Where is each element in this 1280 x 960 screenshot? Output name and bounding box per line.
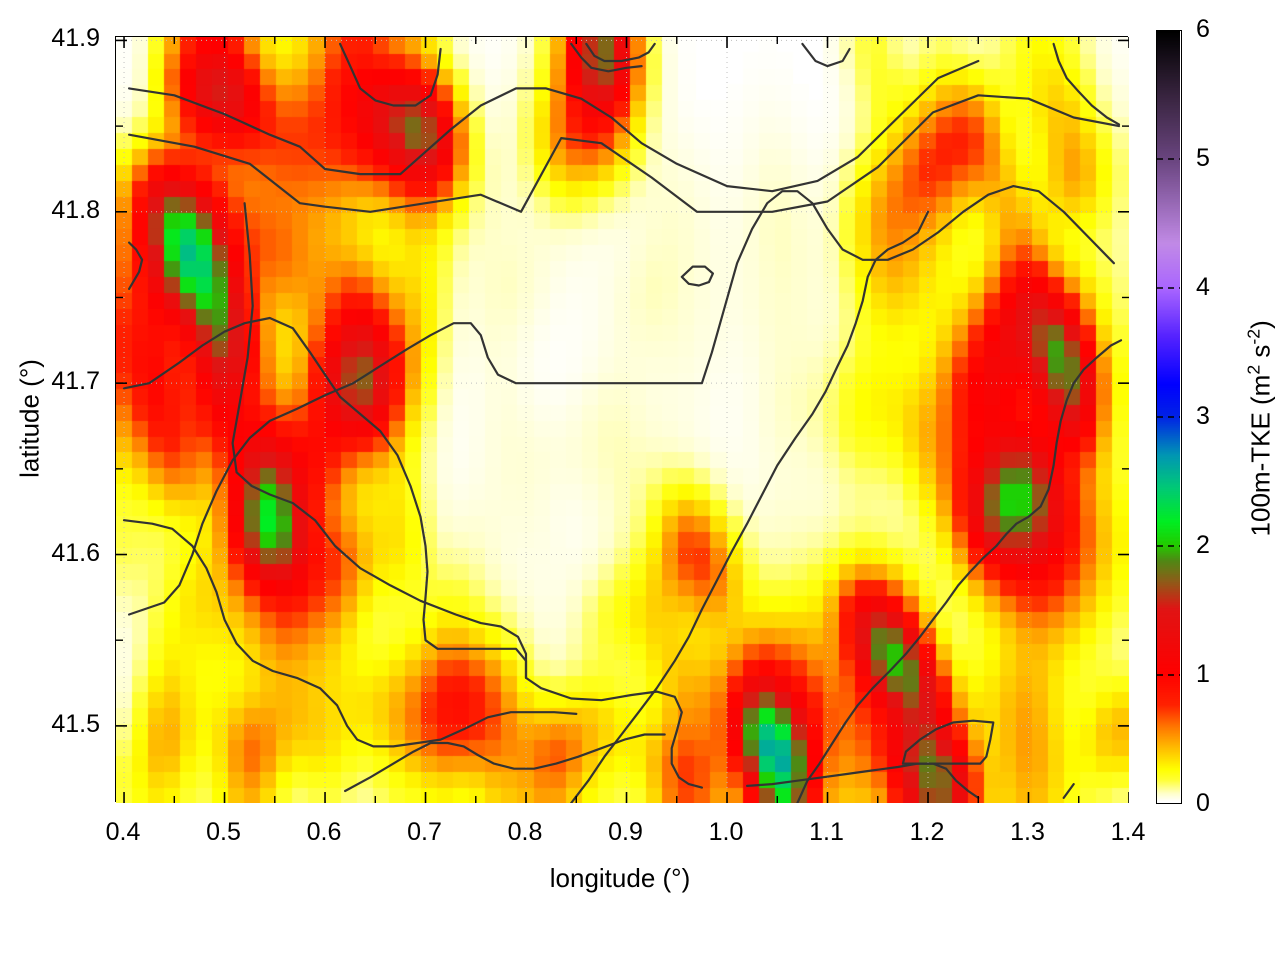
colorbar-units-close: ) <box>1245 320 1276 329</box>
x-tick-label: 0.5 <box>206 818 241 846</box>
x-tick-label: 0.7 <box>407 818 442 846</box>
x-tick-label: 0.6 <box>306 818 342 846</box>
colorbar-units-open: (m <box>1245 374 1276 413</box>
contour-line <box>801 42 851 68</box>
contour-line <box>128 241 144 290</box>
contour-lines-layer <box>122 42 1123 803</box>
contour-line <box>1052 42 1121 126</box>
contour-line <box>901 719 995 765</box>
y-tick-label: 41.7 <box>51 367 100 396</box>
contour-line <box>344 733 666 793</box>
contour-line <box>339 42 442 107</box>
x-tick-label: 1.2 <box>909 818 945 846</box>
colorbar-title: 100m-TKE (m2 s-2) <box>1244 258 1277 598</box>
contour-line <box>745 762 980 800</box>
colorbar-tick-label: 6 <box>1196 15 1210 43</box>
colorbar-tick-label: 0 <box>1196 789 1210 817</box>
contour-line <box>1062 782 1075 800</box>
x-tick-label: 1.3 <box>1010 818 1045 846</box>
colorbar-units-exp2: -2 <box>1243 328 1264 345</box>
contour-line <box>680 265 715 287</box>
colorbar-tick-label: 4 <box>1196 273 1210 301</box>
contour-line <box>128 59 980 193</box>
colorbar-tick-label: 3 <box>1196 402 1210 430</box>
colorbar-tick-label: 2 <box>1196 531 1210 559</box>
y-tick-label: 41.5 <box>51 709 100 738</box>
contour-line <box>585 42 656 63</box>
x-axis-title: longitude (°) <box>549 863 691 893</box>
x-tick-label: 1.0 <box>708 818 744 846</box>
contour-line <box>128 94 1121 213</box>
contour-line <box>231 202 704 789</box>
colorbar-title-name: 100m-TKE <box>1245 412 1276 537</box>
y-tick-label: 41.6 <box>51 538 100 567</box>
contour-line <box>128 185 1116 616</box>
colorbar-units-exp1: 2 <box>1243 364 1264 375</box>
y-tick-label: 41.8 <box>51 195 100 224</box>
x-tick-label: 1.1 <box>809 818 844 846</box>
x-tick-label: 0.9 <box>608 818 643 846</box>
colorbar-units-mid: s <box>1245 344 1276 365</box>
contour-line <box>122 519 578 748</box>
x-tick-label: 0.4 <box>105 818 141 846</box>
contour-line <box>570 42 643 73</box>
colorbar-tick-label: 5 <box>1196 144 1210 172</box>
x-tick-label: 0.8 <box>507 818 543 846</box>
contour-line <box>570 210 930 803</box>
contour-line <box>796 339 1123 803</box>
contour-line <box>122 316 528 680</box>
y-tick-label: 41.9 <box>51 24 100 53</box>
colorbar-ticks-layer <box>1157 158 1180 676</box>
colorbar-tick-label: 1 <box>1196 660 1210 688</box>
plot-area <box>115 36 1129 803</box>
x-tick-label: 1.4 <box>1110 818 1146 846</box>
y-axis-title: latitude (°) <box>14 359 45 478</box>
